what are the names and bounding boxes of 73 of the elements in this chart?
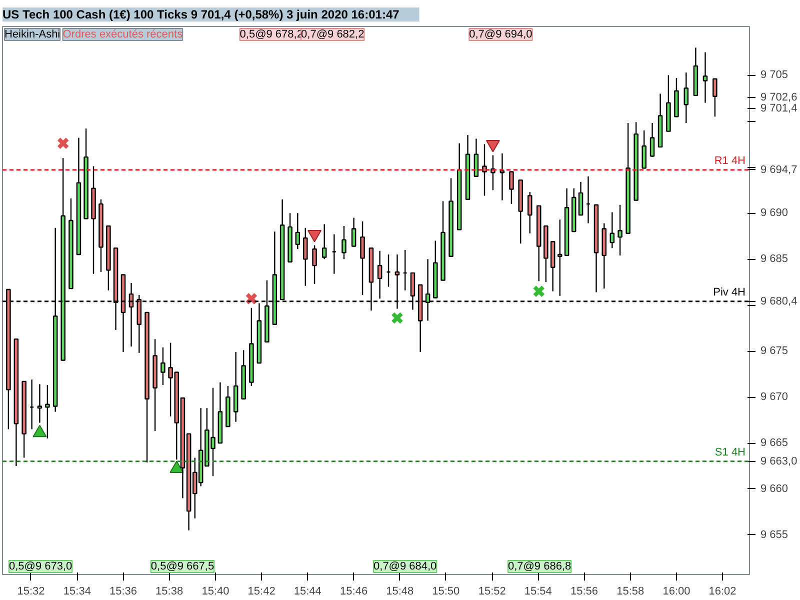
candlestick — [303, 227, 308, 286]
x-tick-label: 15:52 — [478, 586, 506, 598]
x-tick-label: 15:32 — [17, 586, 45, 598]
annotation: Ordres exécutés récents — [62, 28, 184, 40]
annotation: 0,7@9 682,2 — [301, 28, 364, 40]
candlestick — [509, 171, 514, 205]
candlestick — [702, 52, 708, 104]
ref-line-label: S1 4H — [714, 446, 746, 458]
candlestick — [474, 138, 479, 177]
y-tick-label: 9 660 — [760, 482, 788, 495]
candlestick — [342, 225, 346, 260]
y-tick-label: 9 665 — [760, 437, 788, 450]
y-tick-label: 9 690 — [760, 207, 788, 220]
ref-line-label: Piv 4H — [713, 286, 746, 298]
y-tick-label: 9 705 — [760, 69, 788, 82]
point — [170, 460, 184, 474]
ref-line-label: R1 4H — [714, 154, 746, 167]
candlestick — [712, 78, 718, 118]
y-tick-label: 9 685 — [760, 253, 788, 266]
candlestick — [610, 212, 615, 249]
candlestick — [490, 154, 496, 191]
candlestick — [322, 224, 327, 260]
candlestick — [500, 152, 505, 201]
annotation: 0,5@9 667,5 — [150, 560, 214, 572]
x-tick-label: 15:36 — [109, 586, 138, 598]
annotation: Heikin-Ashi — [4, 28, 60, 40]
candlestick — [557, 218, 562, 297]
x-tick-label: 16:02 — [708, 586, 736, 598]
y-tick-label: 9 675 — [760, 345, 788, 358]
x-tick-label: 15:44 — [294, 586, 322, 598]
y-tick-label: 9 701,4 — [760, 102, 798, 114]
annotation: 0,5@9 673,0 — [8, 560, 72, 572]
candlestick — [295, 212, 300, 250]
candlestick — [684, 72, 689, 124]
candlestick — [37, 384, 42, 424]
annotation: 0,7@9 694,0 — [469, 28, 532, 40]
annotation: 0,7@9 684,0 — [374, 560, 437, 572]
x-tick-label: 15:42 — [248, 586, 276, 598]
candlestick — [160, 346, 166, 386]
candlestick — [351, 217, 356, 247]
x-tick-label: 16:00 — [662, 586, 690, 598]
x-tick-label: 15:38 — [156, 586, 184, 598]
x-tick-label: 15:56 — [570, 586, 598, 598]
x-tick-label: 15:58 — [616, 586, 644, 598]
candlestick — [650, 122, 655, 158]
point — [32, 424, 47, 438]
x-tick-label: 15:54 — [524, 586, 552, 598]
point — [308, 230, 322, 242]
y-tick-label: 9 694,7 — [760, 164, 798, 176]
candlestick — [527, 191, 532, 234]
candlestick — [618, 204, 622, 256]
candlestick — [482, 144, 487, 196]
candlestick — [377, 250, 382, 300]
x-tick-label: 15:40 — [202, 586, 230, 598]
y-tick-label: 9 670 — [760, 391, 788, 404]
y-tick-label: 9 702,6 — [760, 91, 798, 104]
candlestick — [642, 130, 646, 169]
y-tick-label: 9 663,0 — [760, 455, 798, 468]
x-tick-label: 15:50 — [432, 586, 460, 598]
candlestick — [312, 244, 317, 285]
y-tick-label: 9 680,4 — [760, 295, 798, 308]
x-tick-label: 15:34 — [63, 586, 91, 598]
x-tick-label: 15:48 — [386, 586, 414, 598]
x-tick-label: 15:46 — [340, 586, 368, 598]
y-tick-label: 9 655 — [760, 528, 788, 541]
annotation: 0,7@9 686,8 — [508, 560, 572, 572]
candlestick — [578, 181, 584, 216]
candlestick — [45, 384, 50, 440]
candlestick — [360, 220, 365, 296]
point — [486, 140, 500, 152]
chart-title: US Tech 100 Cash (1€) 100 Ticks 9 701,4 (+0,58%) 3 juin 2020 16:01:47 — [2, 8, 400, 22]
point — [390, 312, 404, 324]
point — [532, 285, 546, 298]
